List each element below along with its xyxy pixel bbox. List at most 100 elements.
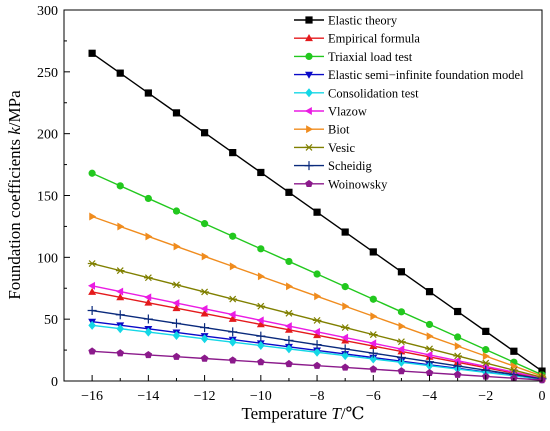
- legend-item: Scheidig: [294, 159, 372, 173]
- legend-item: Biot: [294, 123, 350, 137]
- data-point: [454, 333, 462, 341]
- legend: Elastic theory Empirical formula Triaxial …: [294, 14, 524, 191]
- data-point: [341, 336, 350, 344]
- plot-frame: [63, 9, 543, 382]
- data-point: [425, 345, 434, 353]
- data-point: [200, 334, 209, 344]
- legend-marker: [306, 125, 314, 134]
- data-point: [229, 262, 237, 271]
- data-point: [228, 337, 237, 347]
- data-point: [481, 359, 491, 367]
- legend-label: Triaxial load test: [328, 50, 413, 64]
- data-point: [426, 332, 434, 341]
- legend-label: Elastic theory: [328, 14, 398, 28]
- data-point: [144, 194, 152, 203]
- data-point: [454, 307, 462, 316]
- data-point: [171, 318, 181, 328]
- data-point: [87, 306, 97, 316]
- data-point: [286, 282, 294, 291]
- data-point: [256, 331, 266, 341]
- data-point: [228, 314, 237, 322]
- data-point: [312, 340, 322, 350]
- legend-item: Woinowsky: [294, 177, 388, 191]
- data-point: [200, 304, 208, 313]
- data-point: [285, 344, 293, 354]
- data-point: [144, 89, 152, 97]
- legend-label: Elastic semi−infinite foundation model: [328, 68, 524, 82]
- legend-marker: [305, 88, 313, 98]
- data-point: [172, 330, 181, 340]
- data-point: [143, 314, 153, 324]
- data-point: [117, 222, 125, 231]
- x-tick-label: −10: [250, 389, 272, 404]
- data-point: [88, 49, 96, 57]
- legend-marker: [305, 71, 313, 79]
- data-point: [256, 320, 265, 328]
- series-9: [88, 347, 546, 384]
- data-point: [397, 345, 405, 354]
- data-point: [88, 169, 96, 177]
- data-point: [257, 358, 265, 366]
- legend-label: Vlazow: [328, 105, 367, 119]
- data-point: [144, 327, 153, 337]
- data-point: [228, 356, 237, 364]
- data-point: [398, 322, 406, 331]
- data-point: [425, 368, 434, 377]
- y-tick-label: 50: [44, 313, 58, 328]
- legend-item: Vlazow: [294, 105, 367, 119]
- data-point: [482, 352, 490, 361]
- data-point: [256, 316, 264, 325]
- data-point: [116, 349, 124, 357]
- data-point: [87, 260, 97, 267]
- data-point: [341, 283, 349, 291]
- data-point: [115, 267, 125, 275]
- x-tick-label: −16: [81, 389, 103, 404]
- data-point: [312, 327, 320, 336]
- data-point: [397, 308, 406, 316]
- data-point: [370, 312, 378, 321]
- data-point: [172, 109, 181, 117]
- data-point: [88, 287, 97, 295]
- data-point: [144, 274, 153, 282]
- data-point: [425, 350, 433, 359]
- data-point: [369, 365, 378, 373]
- data-point: [313, 361, 321, 369]
- data-point: [369, 354, 378, 364]
- data-point: [453, 361, 463, 371]
- data-point: [313, 331, 322, 339]
- x-axis-title: Temperature T/℃: [241, 404, 364, 423]
- x-tick-label: −12: [194, 389, 216, 404]
- data-point: [257, 272, 265, 281]
- legend-label: Consolidation test: [328, 86, 419, 100]
- data-point: [229, 232, 237, 240]
- data-point: [144, 293, 152, 302]
- x-tick-label: 0: [539, 389, 546, 404]
- data-point: [172, 304, 181, 312]
- series-7: [87, 260, 547, 381]
- legend-label: Vesic: [328, 141, 356, 155]
- data-point: [425, 357, 435, 367]
- data-point: [397, 338, 406, 346]
- y-tick-label: 250: [37, 66, 58, 81]
- data-point: [510, 374, 518, 382]
- legend-marker: [305, 16, 313, 24]
- data-point: [285, 257, 293, 266]
- data-point: [369, 339, 377, 348]
- data-point: [116, 293, 125, 301]
- series-2: [88, 169, 546, 379]
- data-point: [341, 333, 349, 342]
- legend-marker: [305, 179, 313, 187]
- data-point: [369, 248, 377, 256]
- legend-item: Elastic semi−infinite foundation model: [294, 68, 524, 82]
- series-8: [87, 306, 547, 384]
- data-point: [201, 252, 209, 261]
- data-point: [116, 69, 124, 77]
- data-point: [284, 335, 294, 345]
- data-point: [340, 344, 350, 354]
- axes-layer: −16 −14 −12 −10 −8 −6 −4 −2 0 0 50 100 150 200 250 300: [37, 4, 546, 404]
- data-point: [314, 292, 322, 301]
- legend-marker: [304, 143, 314, 151]
- data-point: [368, 348, 378, 358]
- data-point: [200, 309, 209, 317]
- legend-marker: [305, 34, 313, 42]
